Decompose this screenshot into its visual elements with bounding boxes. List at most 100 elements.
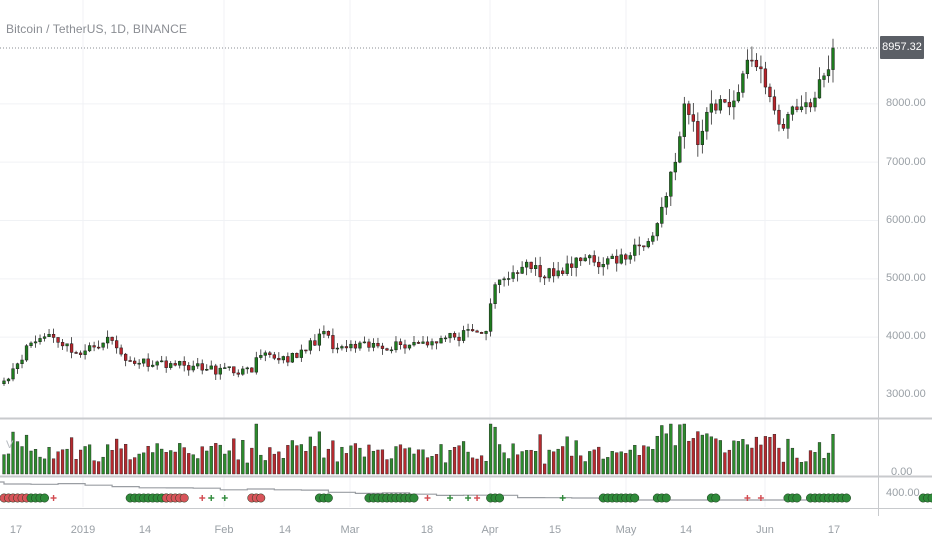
volume-bar: [160, 448, 164, 475]
volume-bar: [646, 446, 650, 475]
candle-body: [660, 206, 664, 224]
volume-bar: [51, 458, 56, 475]
volume-bar: [511, 443, 515, 475]
volume-bar: [218, 444, 222, 475]
candle-body: [524, 261, 529, 268]
volume-bar: [6, 453, 11, 475]
volume-bar: [254, 423, 258, 475]
volume-bar: [2, 454, 6, 475]
volume-bar: [38, 456, 42, 475]
volume-bar: [277, 451, 281, 475]
candle-body: [570, 263, 574, 268]
candle-body: [245, 367, 249, 370]
candle-body: [51, 333, 56, 338]
candle-body: [119, 347, 123, 355]
volume-bar: [151, 452, 155, 475]
volume-bar: [349, 445, 353, 475]
candle-body: [831, 47, 835, 70]
indicator-marker: [630, 493, 640, 503]
candle-body: [502, 278, 506, 281]
candle-body: [628, 255, 632, 260]
candle-body: [727, 101, 732, 108]
candle-body: [691, 114, 695, 122]
volume-bar: [484, 461, 488, 475]
volume-bar: [507, 458, 511, 475]
candle-body: [272, 354, 276, 359]
candle-body: [304, 349, 308, 352]
candle-body: [583, 257, 587, 262]
candle-body: [669, 171, 673, 197]
indicator-axis-label: 400.00: [886, 487, 920, 499]
candle-body: [781, 124, 786, 129]
candle-body: [822, 75, 826, 80]
volume-bar: [696, 431, 700, 475]
volume-bar: [232, 438, 236, 475]
volume-bar: [124, 443, 128, 475]
candle-body: [15, 363, 20, 370]
candle-body: [83, 350, 87, 355]
candle-body: [87, 345, 92, 352]
candle-body: [380, 345, 385, 349]
indicator-marker: [842, 493, 851, 503]
volume-bar: [358, 447, 362, 475]
volume-bar: [619, 451, 623, 475]
volume-bar: [498, 444, 502, 475]
volume-bar: [209, 446, 213, 475]
candle-body: [349, 343, 353, 349]
volume-bar: [29, 450, 33, 475]
candle-body: [772, 96, 777, 111]
volume-bar: [164, 452, 168, 475]
price-label-3000: 3000.00: [886, 388, 926, 400]
candle-body: [619, 254, 623, 264]
volume-bar: [430, 456, 434, 475]
volume-bar: [196, 458, 200, 475]
volume-bar: [69, 437, 74, 475]
volume-bar: [245, 462, 249, 475]
candle-body: [443, 337, 448, 340]
candle-body: [178, 361, 182, 366]
candle-body: [754, 59, 759, 68]
volume-bar: [795, 457, 799, 475]
candle-body: [637, 244, 641, 247]
volume-bar: [340, 446, 344, 475]
volume-bar: [326, 448, 330, 475]
volume-bar: [317, 431, 321, 475]
candle-body: [736, 92, 741, 102]
volume-bar: [606, 457, 610, 475]
price-label-7000: 7000.00: [886, 156, 926, 168]
volume-bar: [601, 458, 605, 475]
candle-body: [187, 365, 191, 371]
candle-body: [308, 340, 313, 351]
candle-body: [160, 360, 164, 363]
grid-lines: [0, 0, 878, 507]
candle-body: [826, 69, 831, 77]
candle-body: [493, 284, 497, 304]
candle-body: [313, 340, 317, 346]
candle-body: [795, 106, 799, 110]
candle-body: [421, 341, 425, 344]
volume-bar: [561, 446, 565, 475]
volume-bar: [47, 447, 51, 475]
candle-body: [133, 360, 137, 364]
volume-bar: [633, 444, 637, 475]
volume-bar: [741, 439, 745, 475]
volume-bar: [772, 434, 777, 475]
candle-body: [412, 342, 416, 346]
volume-bar: [56, 451, 60, 475]
volume-bar: [754, 436, 759, 475]
candle-body: [579, 257, 583, 262]
candle-body: [673, 161, 677, 173]
volume-bar: [169, 450, 173, 475]
volume-bar: [313, 446, 317, 475]
volume-bar: [11, 431, 15, 475]
candle-body: [385, 348, 389, 351]
volume-bar: [583, 461, 587, 475]
volume-bar: [799, 462, 804, 475]
candle-body: [461, 330, 466, 341]
price-label-5000: 5000.00: [886, 272, 926, 284]
candle-body: [263, 352, 267, 356]
candle-body: [479, 332, 484, 334]
candle-body: [42, 336, 47, 339]
